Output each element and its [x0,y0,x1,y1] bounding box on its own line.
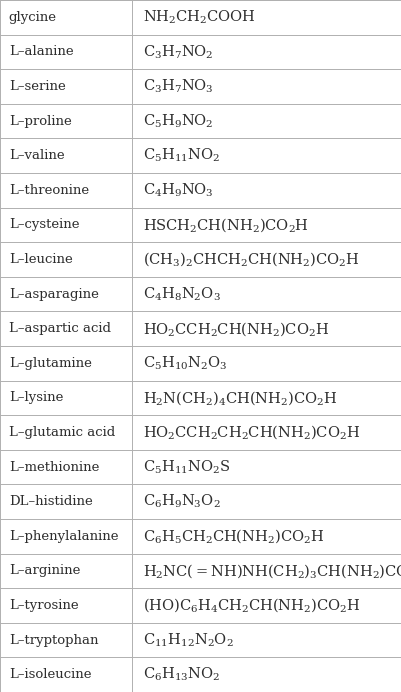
Text: $\mathregular{C_3H_7NO_3}$: $\mathregular{C_3H_7NO_3}$ [143,78,213,95]
Text: $\mathregular{C_5H_9NO_2}$: $\mathregular{C_5H_9NO_2}$ [143,112,213,130]
Text: $\mathregular{C_{11}H_{12}N_2O_2}$: $\mathregular{C_{11}H_{12}N_2O_2}$ [143,631,233,649]
Text: L–glutamine: L–glutamine [9,357,92,370]
Text: L–proline: L–proline [9,115,71,127]
Text: DL–histidine: DL–histidine [9,495,93,508]
Text: L–lysine: L–lysine [9,392,63,404]
Text: $\mathregular{C_4H_8N_2O_3}$: $\mathregular{C_4H_8N_2O_3}$ [143,285,221,303]
Text: L–asparagine: L–asparagine [9,288,99,300]
Text: L–leucine: L–leucine [9,253,73,266]
Text: $\mathregular{C_5H_{10}N_2O_3}$: $\mathregular{C_5H_{10}N_2O_3}$ [143,354,227,372]
Text: L–aspartic acid: L–aspartic acid [9,322,111,335]
Text: L–threonine: L–threonine [9,184,89,197]
Text: $\mathregular{HO_2CCH_2CH(NH_2)CO_2H}$: $\mathregular{HO_2CCH_2CH(NH_2)CO_2H}$ [143,320,329,338]
Text: $\mathregular{C_6H_{13}NO_2}$: $\mathregular{C_6H_{13}NO_2}$ [143,666,220,684]
Text: $\mathregular{H_2NC(=NH)NH(CH_2)_3CH(NH_2)CO_2H}$: $\mathregular{H_2NC(=NH)NH(CH_2)_3CH(NH_… [143,562,401,580]
Text: L–alanine: L–alanine [9,46,73,58]
Text: $\mathregular{C_6H_9N_3O_2}$: $\mathregular{C_6H_9N_3O_2}$ [143,493,221,511]
Text: L–phenylalanine: L–phenylalanine [9,530,118,543]
Text: $\mathregular{C_6H_5CH_2CH(NH_2)CO_2H}$: $\mathregular{C_6H_5CH_2CH(NH_2)CO_2H}$ [143,527,324,545]
Text: $\mathregular{HSCH_2CH(NH_2)CO_2H}$: $\mathregular{HSCH_2CH(NH_2)CO_2H}$ [143,216,309,234]
Text: $\mathregular{C_4H_9NO_3}$: $\mathregular{C_4H_9NO_3}$ [143,181,213,199]
Text: L–tyrosine: L–tyrosine [9,599,79,612]
Text: $\mathregular{NH_2CH_2COOH}$: $\mathregular{NH_2CH_2COOH}$ [143,8,255,26]
Text: $\mathregular{C_3H_7NO_2}$: $\mathregular{C_3H_7NO_2}$ [143,43,213,61]
Text: L–tryptophan: L–tryptophan [9,634,98,646]
Text: $\mathregular{(CH_3)_2CHCH_2CH(NH_2)CO_2H}$: $\mathregular{(CH_3)_2CHCH_2CH(NH_2)CO_2… [143,251,359,268]
Text: $\mathregular{H_2N(CH_2)_4CH(NH_2)CO_2H}$: $\mathregular{H_2N(CH_2)_4CH(NH_2)CO_2H}… [143,389,337,407]
Text: $\mathregular{C_5H_{11}NO_2S}$: $\mathregular{C_5H_{11}NO_2S}$ [143,458,230,476]
Text: $\mathregular{C_5H_{11}NO_2}$: $\mathregular{C_5H_{11}NO_2}$ [143,147,220,165]
Text: $\mathregular{HO_2CCH_2CH_2CH(NH_2)CO_2H}$: $\mathregular{HO_2CCH_2CH_2CH(NH_2)CO_2H… [143,424,360,441]
Text: glycine: glycine [9,11,57,24]
Text: L–arginine: L–arginine [9,565,80,577]
Text: $\mathregular{(HO)C_6H_4CH_2CH(NH_2)CO_2H}$: $\mathregular{(HO)C_6H_4CH_2CH(NH_2)CO_2… [143,597,360,614]
Text: L–serine: L–serine [9,80,66,93]
Text: L–isoleucine: L–isoleucine [9,668,91,681]
Text: L–cysteine: L–cysteine [9,219,79,231]
Text: L–glutamic acid: L–glutamic acid [9,426,115,439]
Text: L–methionine: L–methionine [9,461,99,473]
Text: L–valine: L–valine [9,149,65,162]
